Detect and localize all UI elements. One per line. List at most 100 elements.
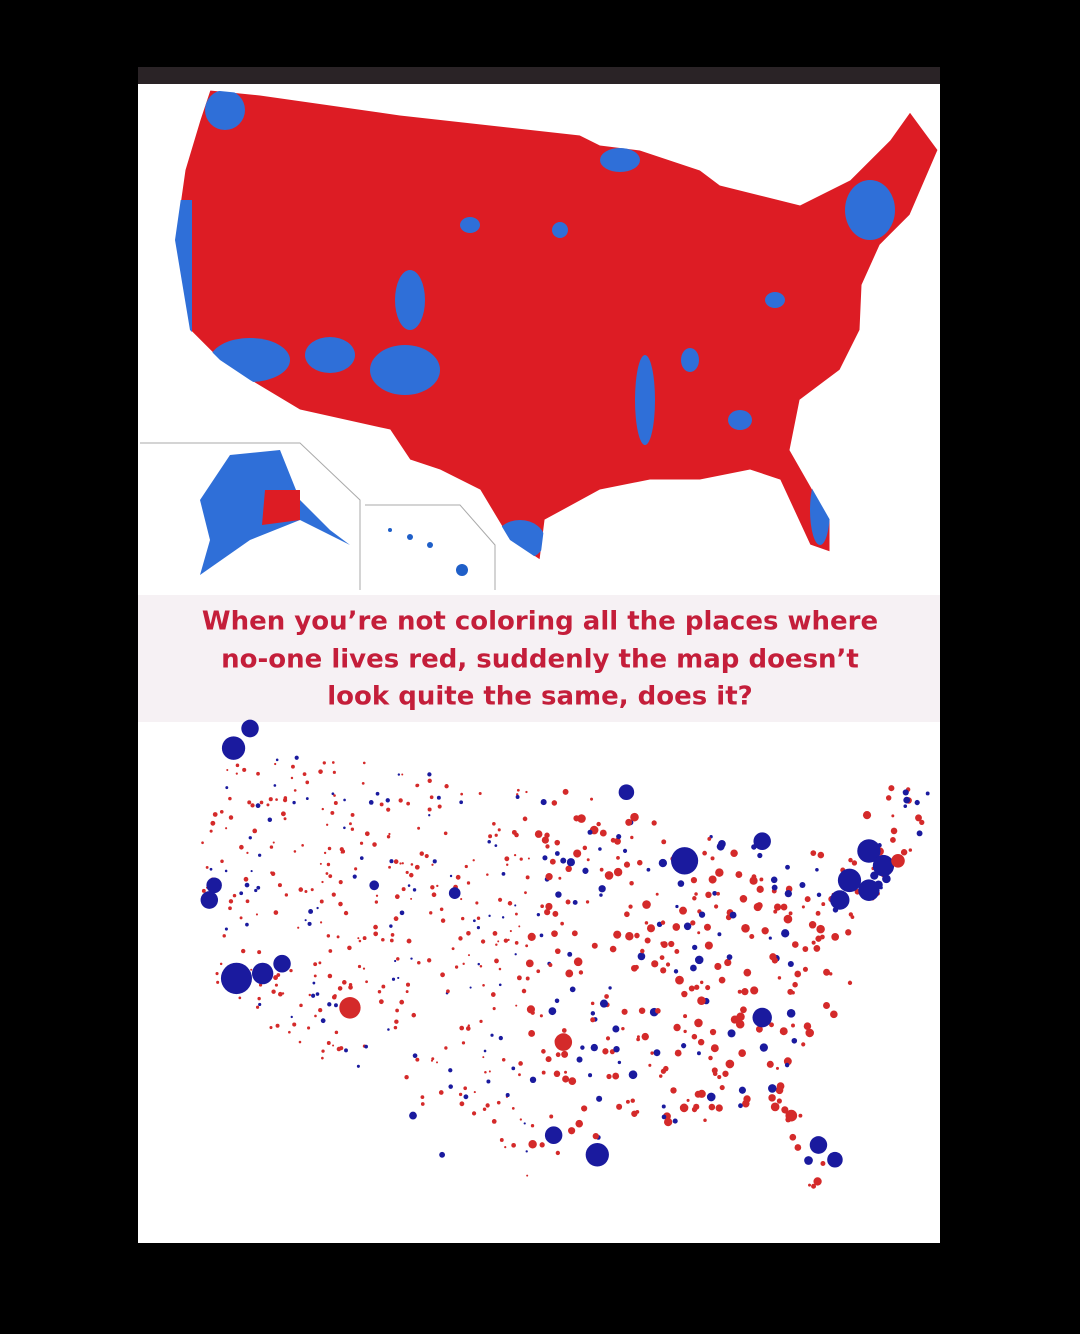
dot xyxy=(634,932,640,939)
dot xyxy=(653,1049,661,1057)
dot xyxy=(726,954,733,961)
dot xyxy=(514,904,517,907)
dot xyxy=(321,1056,324,1060)
dot xyxy=(820,1160,826,1166)
dot xyxy=(708,875,717,884)
dot xyxy=(245,899,250,904)
dot xyxy=(813,1177,822,1186)
dot xyxy=(399,862,402,865)
dot xyxy=(394,959,397,963)
dot xyxy=(318,1007,323,1013)
dot xyxy=(389,924,393,928)
dot xyxy=(612,1025,620,1033)
dot xyxy=(431,892,437,898)
dot xyxy=(494,958,499,964)
dot xyxy=(916,830,923,837)
dot xyxy=(891,853,905,868)
dot xyxy=(613,930,622,939)
dot xyxy=(524,891,527,895)
dot xyxy=(327,846,332,851)
dot xyxy=(266,803,270,807)
dot xyxy=(703,923,711,931)
dot xyxy=(511,1066,516,1071)
dot xyxy=(477,962,480,966)
dot xyxy=(362,967,366,970)
dot xyxy=(461,916,465,921)
dot xyxy=(389,859,394,864)
dot xyxy=(467,1024,470,1027)
dot xyxy=(730,1015,739,1024)
dot xyxy=(592,1132,599,1140)
dot xyxy=(630,835,634,840)
dot xyxy=(885,795,892,801)
dot xyxy=(776,1098,782,1104)
dot xyxy=(386,835,391,839)
dot xyxy=(528,1140,537,1149)
dot xyxy=(599,867,604,872)
dot xyxy=(582,867,589,874)
dot xyxy=(527,932,536,941)
dot xyxy=(548,963,553,968)
dot xyxy=(362,936,367,941)
dot xyxy=(630,1098,635,1103)
caption-band xyxy=(138,595,940,722)
dot xyxy=(280,811,286,817)
dot xyxy=(490,992,496,997)
dot xyxy=(785,1109,798,1122)
dot xyxy=(269,845,274,849)
dot xyxy=(455,874,461,880)
dot xyxy=(609,945,617,953)
dot xyxy=(554,998,560,1004)
dot xyxy=(256,885,261,890)
dot xyxy=(737,989,742,994)
dot xyxy=(554,839,561,846)
dot xyxy=(705,891,712,899)
dot xyxy=(483,1049,487,1053)
dot xyxy=(293,789,297,792)
dot xyxy=(815,910,821,916)
dot xyxy=(573,849,582,858)
dot xyxy=(694,955,704,965)
dot xyxy=(602,1048,609,1055)
dot xyxy=(679,1103,689,1113)
dot xyxy=(540,904,544,909)
dot xyxy=(590,1043,598,1052)
dot xyxy=(338,880,343,885)
dot xyxy=(590,1011,596,1016)
dot xyxy=(724,958,732,967)
dot xyxy=(255,1005,260,1009)
dot xyxy=(319,899,324,904)
dot xyxy=(255,913,259,916)
dot xyxy=(741,923,750,933)
dot xyxy=(448,887,461,900)
dot xyxy=(273,784,277,787)
dot xyxy=(672,923,681,931)
dot xyxy=(358,939,362,943)
dot xyxy=(449,874,453,878)
dot xyxy=(417,960,421,965)
dot xyxy=(677,880,685,887)
dot xyxy=(328,949,333,953)
dot xyxy=(648,1063,652,1067)
dot xyxy=(501,872,506,876)
dot xyxy=(604,994,609,999)
dot xyxy=(804,896,811,903)
dot xyxy=(541,1049,546,1054)
dot xyxy=(465,1026,471,1031)
dot xyxy=(405,990,409,994)
dot xyxy=(373,924,378,930)
dot xyxy=(440,918,446,923)
dot xyxy=(463,1094,469,1100)
dot xyxy=(343,798,346,802)
dot xyxy=(714,962,722,971)
dot xyxy=(564,1070,568,1074)
dot xyxy=(847,980,853,986)
dot xyxy=(304,919,307,922)
dot xyxy=(443,831,448,836)
dot xyxy=(499,1138,504,1142)
dot xyxy=(768,1094,776,1102)
dot xyxy=(784,889,792,898)
dot xyxy=(683,1014,688,1019)
dot xyxy=(718,976,726,984)
